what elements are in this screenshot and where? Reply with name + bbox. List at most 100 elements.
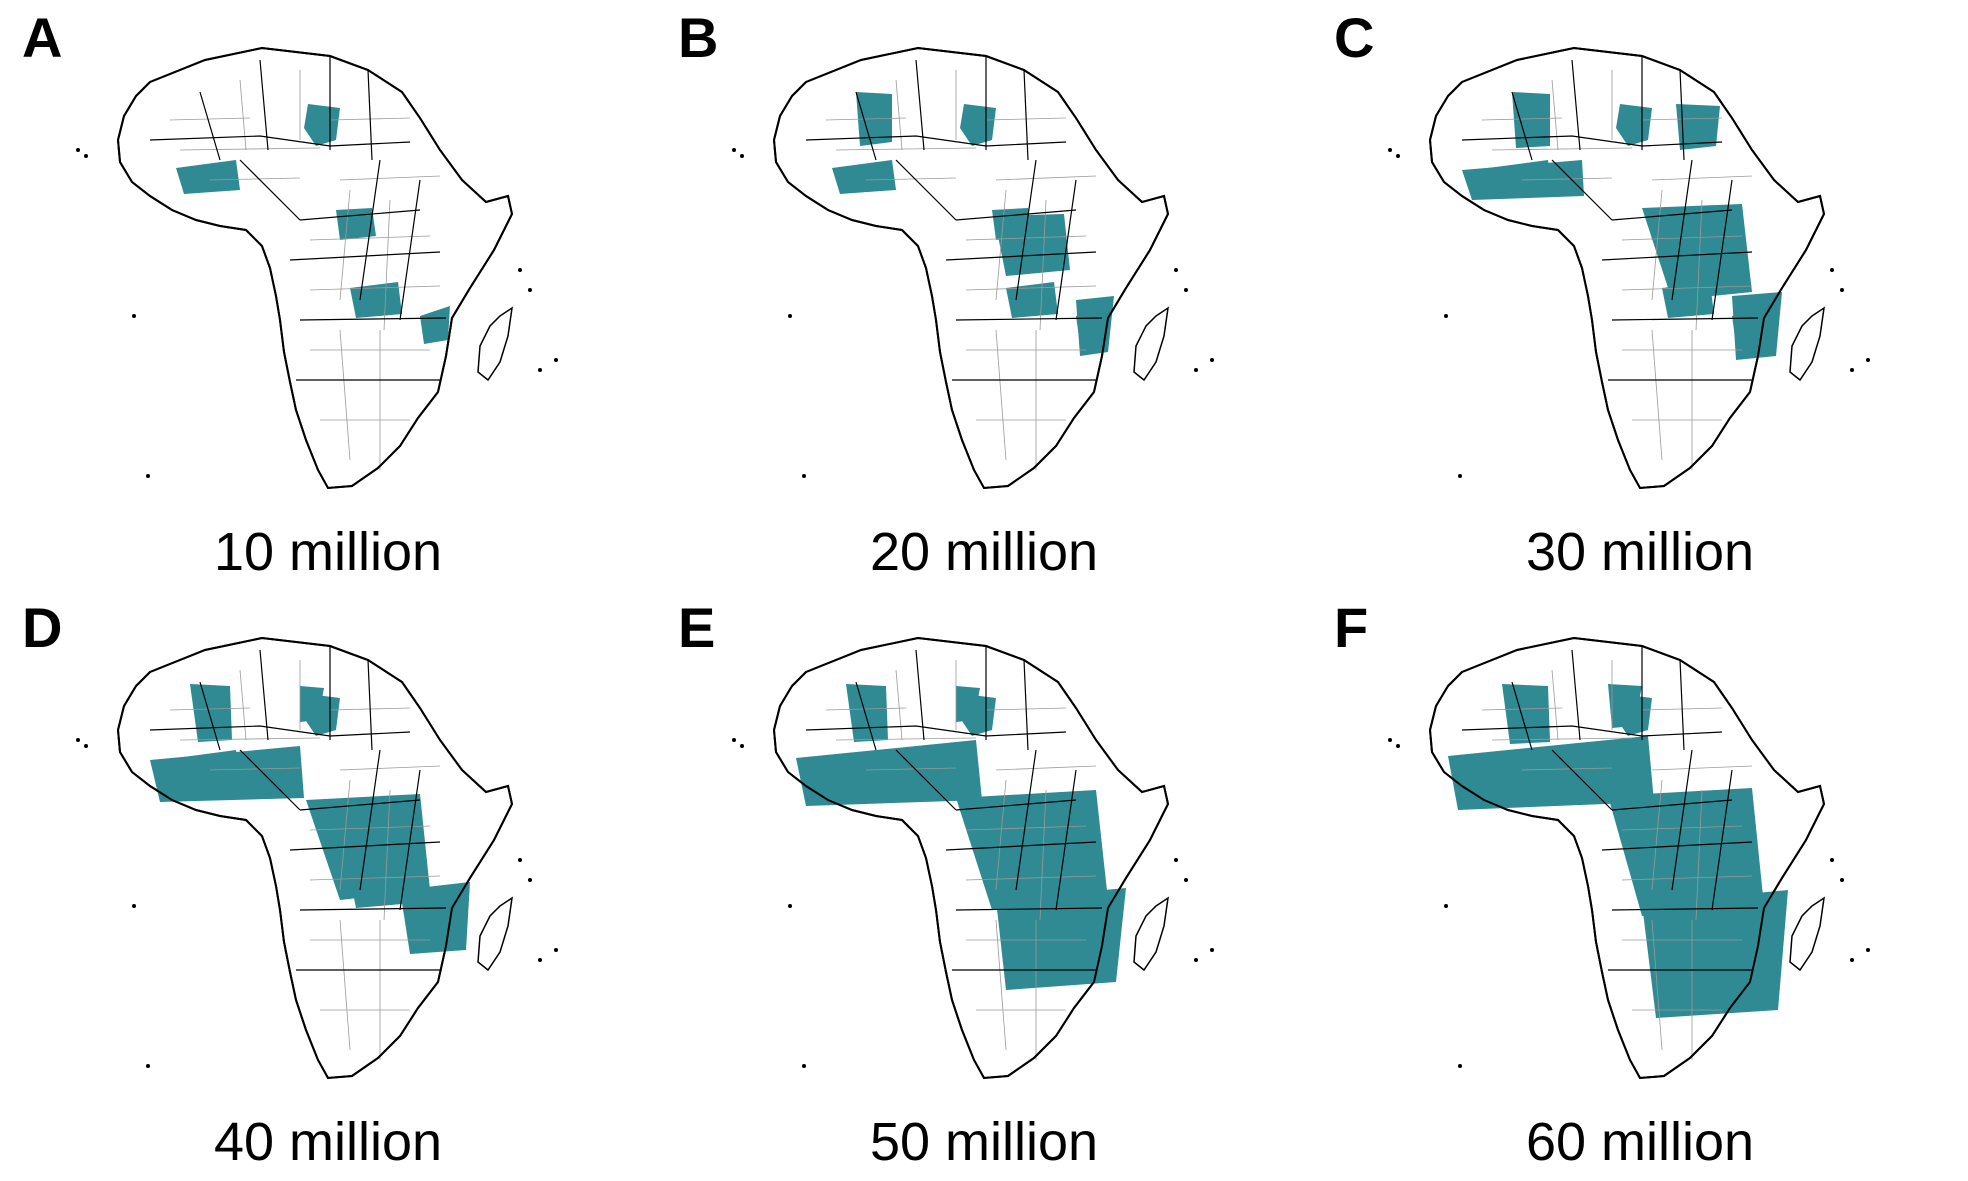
country-border <box>1461 135 1723 147</box>
island <box>1444 314 1448 318</box>
panel-d: D 40 million <box>0 590 656 1180</box>
country-border <box>1611 209 1733 221</box>
panel-caption: 50 million <box>869 1112 1099 1172</box>
district-border <box>1651 779 1663 891</box>
island <box>732 738 736 742</box>
district-border <box>1621 285 1753 291</box>
country-border <box>805 135 1067 147</box>
madagascar <box>477 306 513 382</box>
island <box>1850 958 1854 962</box>
district-border <box>169 117 251 121</box>
island <box>1444 904 1448 908</box>
island <box>802 1064 806 1068</box>
highlighted-region <box>1616 104 1652 146</box>
highlighted-region <box>150 746 304 802</box>
country-border <box>1023 659 1029 751</box>
highlighted-region <box>1642 204 1752 300</box>
island <box>1184 288 1188 292</box>
district-border <box>995 919 1007 1051</box>
district-border <box>835 147 977 151</box>
district-border <box>383 789 391 921</box>
country-border <box>1711 179 1733 321</box>
country-border <box>299 317 447 321</box>
highlighted-region <box>1006 282 1058 318</box>
panel-letter: B <box>678 6 719 69</box>
district-border <box>1521 767 1613 771</box>
district-border <box>209 767 301 771</box>
district-border <box>339 329 351 461</box>
highlighted-region <box>1512 92 1550 148</box>
country-border <box>1511 681 1533 751</box>
madagascar <box>1133 896 1169 972</box>
island <box>518 858 522 862</box>
panel-caption: 60 million <box>1525 1112 1755 1172</box>
country-border <box>199 91 221 161</box>
district-border <box>995 175 1097 181</box>
country-border <box>1611 317 1759 321</box>
highlighted-region <box>960 104 996 146</box>
island <box>1396 744 1400 748</box>
district-border <box>309 285 441 291</box>
district-border <box>865 177 957 181</box>
madagascar <box>477 896 513 972</box>
country-border <box>367 69 373 161</box>
island <box>1830 858 1834 862</box>
island <box>802 474 806 478</box>
district-border <box>965 235 1087 241</box>
district-border <box>965 825 1087 831</box>
district-border <box>825 117 907 121</box>
district-border <box>309 235 431 241</box>
madagascar <box>1133 306 1169 382</box>
country-border <box>289 841 441 851</box>
country-border <box>1571 59 1581 151</box>
country-border <box>955 209 1077 221</box>
country-border <box>945 251 1097 261</box>
africa-outline <box>1428 636 1826 1080</box>
island <box>1458 474 1462 478</box>
island <box>1210 358 1214 362</box>
africa-map-c <box>1388 46 1870 490</box>
district-border <box>1621 235 1743 241</box>
country-border <box>855 91 877 161</box>
district-border <box>865 767 957 771</box>
district-border <box>339 779 351 891</box>
country-border <box>299 907 447 911</box>
panel-letter: A <box>22 6 63 69</box>
highlighted-region <box>996 888 1126 990</box>
country-border <box>955 317 1103 321</box>
district-border <box>209 177 301 181</box>
panel-letter: E <box>678 596 716 659</box>
district-border <box>995 189 1007 301</box>
island <box>528 878 532 882</box>
district-border <box>1695 789 1703 921</box>
district-border <box>1039 199 1047 331</box>
island <box>518 268 522 272</box>
country-border <box>259 649 269 741</box>
country-border <box>955 907 1103 911</box>
country-border <box>359 159 381 301</box>
highlighted-region <box>420 306 450 344</box>
district-border <box>1695 199 1703 331</box>
island <box>528 288 532 292</box>
district-border <box>1651 175 1753 181</box>
district-border <box>309 825 431 831</box>
country-border <box>299 209 421 221</box>
district-border <box>339 175 441 181</box>
highlighted-region <box>350 282 402 318</box>
district-border <box>1621 825 1743 831</box>
island <box>1194 958 1198 962</box>
island <box>1458 1064 1462 1068</box>
africa-map-b <box>732 46 1214 490</box>
district-border <box>1039 789 1047 921</box>
district-border <box>1651 329 1663 461</box>
island <box>1174 858 1178 862</box>
country-border <box>915 649 925 741</box>
island <box>146 474 150 478</box>
country-border <box>399 179 421 321</box>
country-border <box>239 159 301 221</box>
district-border <box>239 79 247 151</box>
country-border <box>1551 159 1613 221</box>
district-border <box>1491 737 1633 741</box>
africa-map-a <box>76 46 558 490</box>
